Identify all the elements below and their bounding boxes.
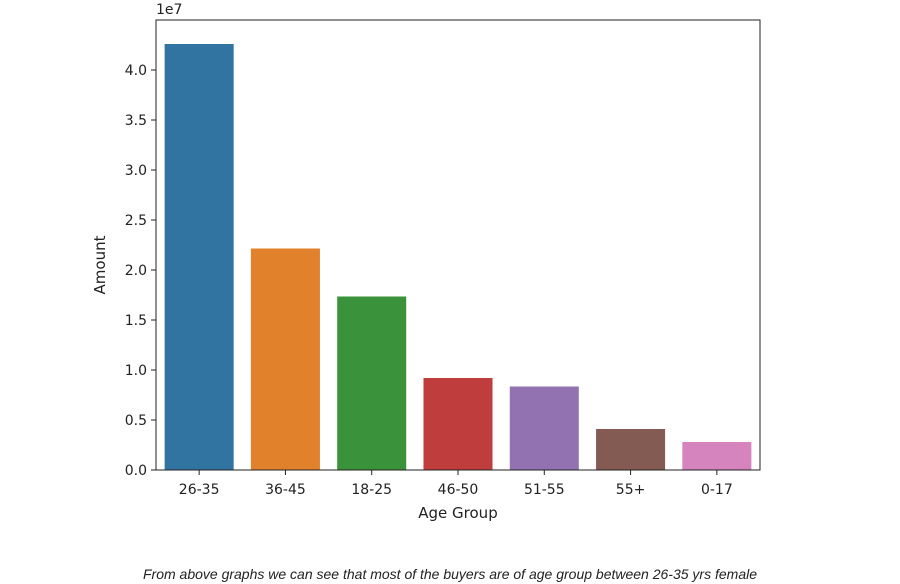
y-tick-label: 0.5 (125, 413, 147, 429)
y-axis-title: Amount (91, 235, 109, 294)
y-tick-label: 4.0 (125, 63, 147, 79)
y-axis-scale-label: 1e7 (156, 2, 182, 18)
bar-26-35 (164, 44, 234, 470)
plot-frame (155, 19, 761, 471)
y-tick-label: 2.0 (125, 263, 147, 279)
bar-36-45 (250, 248, 320, 470)
x-axis-title: Age Group (418, 504, 497, 522)
bar-chart: 0.0 0.5 1.0 1.5 2.0 2.5 3.0 3.5 4.0 26-35 36-45 18… (91, 2, 761, 522)
x-tick-label: 55+ (616, 482, 646, 498)
y-tick-label: 3.0 (125, 163, 147, 179)
x-tick-label: 51-55 (524, 482, 565, 498)
y-tick-label: 1.0 (125, 363, 147, 379)
y-tick-label: 1.5 (125, 313, 147, 329)
bar-55+ (596, 429, 666, 470)
bar-18-25 (337, 296, 407, 470)
bar-0-17 (682, 442, 752, 470)
bar-51-55 (509, 386, 579, 470)
x-axis-ticks: 26-35 36-45 18-25 46-50 51-55 55+ 0-17 (179, 470, 733, 498)
bars-group (164, 44, 752, 470)
x-tick-label: 0-17 (701, 482, 733, 498)
y-axis-ticks: 0.0 0.5 1.0 1.5 2.0 2.5 3.0 3.5 4.0 (125, 63, 156, 479)
x-tick-label: 18-25 (351, 482, 392, 498)
caption-text: From above graphs we can see that most o… (142, 566, 757, 582)
x-tick-label: 26-35 (179, 482, 220, 498)
y-tick-label: 0.0 (125, 463, 147, 479)
y-tick-label: 3.5 (125, 113, 147, 129)
x-tick-label: 36-45 (265, 482, 306, 498)
bar-46-50 (423, 378, 493, 470)
y-tick-label: 2.5 (125, 213, 147, 229)
x-tick-label: 46-50 (438, 482, 479, 498)
